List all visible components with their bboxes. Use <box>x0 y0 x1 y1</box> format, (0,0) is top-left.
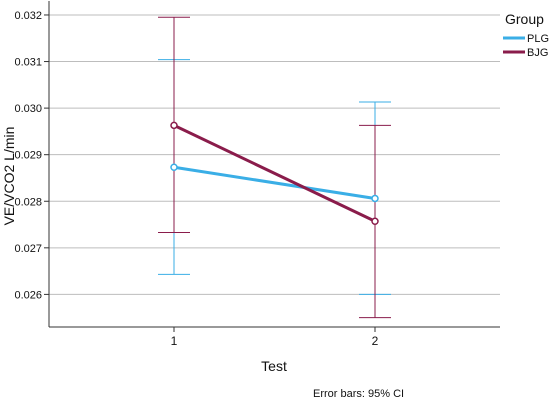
data-point-bjg <box>371 217 379 226</box>
gridlines <box>49 14 500 295</box>
y-tick-label: 0.028 <box>14 196 42 208</box>
error-bars <box>158 16 391 319</box>
data-point-plg <box>371 194 379 203</box>
x-axis-label: Test <box>261 358 287 374</box>
data-point-plg <box>170 163 178 172</box>
series-lines <box>172 123 377 223</box>
y-tick-label: 0.030 <box>14 103 42 115</box>
legend: Group PLG BJG <box>503 11 549 59</box>
axes <box>44 1 500 332</box>
y-axis-label: VE/VCO2 L/min <box>1 127 17 226</box>
error-bars-note: Error bars: 95% CI <box>313 388 404 400</box>
x-tick-label: 2 <box>372 334 379 348</box>
y-tick-label: 0.026 <box>14 289 42 301</box>
series-line-plg <box>172 165 377 200</box>
y-tick-label: 0.029 <box>14 150 42 162</box>
y-tick-label: 0.031 <box>14 57 42 69</box>
data-point-bjg <box>170 121 178 130</box>
tick-labels: 0.026 0.027 0.028 0.029 0.030 0.031 0.032 1 2 <box>14 10 378 348</box>
series-markers <box>170 121 379 226</box>
legend-label-plg: PLG <box>527 33 549 45</box>
legend-title: Group <box>505 11 544 27</box>
y-tick-label: 0.027 <box>14 243 42 255</box>
y-tick-label: 0.032 <box>14 10 42 22</box>
legend-label-bjg: BJG <box>527 47 548 59</box>
x-tick-label: 1 <box>171 334 178 348</box>
series-line-bjg <box>172 123 377 223</box>
